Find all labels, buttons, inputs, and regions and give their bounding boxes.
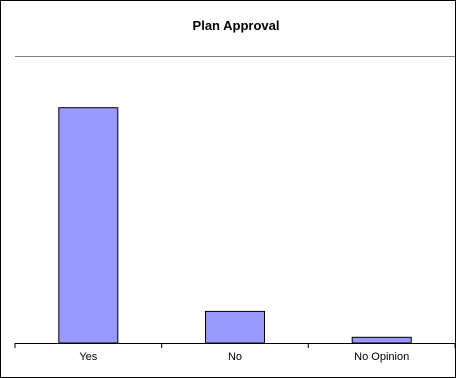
x-tick-label-no: No xyxy=(228,351,242,363)
bar-no-opinion xyxy=(351,336,412,344)
x-tick-label-yes: Yes xyxy=(79,351,97,363)
x-tick-label-no-opinion: No Opinion xyxy=(354,351,409,363)
chart-title: Plan Approval xyxy=(193,18,280,33)
x-axis xyxy=(14,343,456,348)
bar-yes xyxy=(58,107,119,344)
x-tick-labels: Yes No No Opinion xyxy=(79,351,409,363)
bar-no xyxy=(205,310,265,344)
bar-series xyxy=(58,107,412,344)
